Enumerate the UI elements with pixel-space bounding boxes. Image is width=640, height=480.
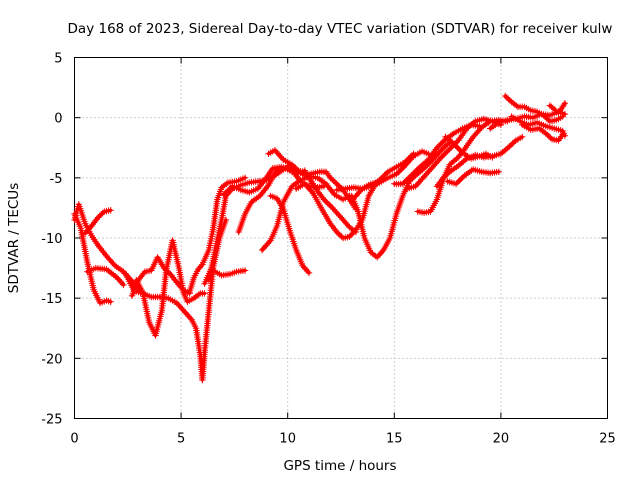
series-markers	[186, 174, 249, 296]
data-series	[84, 264, 127, 289]
data-series	[82, 207, 114, 237]
series-markers	[502, 92, 566, 125]
data-series	[350, 148, 432, 202]
series-markers	[442, 133, 496, 162]
x-tick-label: 15	[386, 432, 403, 447]
data-series	[444, 166, 502, 188]
y-tick-label: -25	[41, 413, 62, 428]
y-axis-label: SDTVAR / TECUs	[6, 183, 22, 293]
data-series	[348, 138, 456, 261]
series-markers	[284, 162, 360, 213]
x-tick-label: 0	[70, 432, 78, 447]
data-series	[546, 100, 569, 117]
y-tick-label: 0	[54, 112, 62, 127]
data-series	[122, 216, 230, 384]
y-tick-label: -10	[41, 232, 62, 247]
data-series	[442, 133, 496, 162]
series-markers	[348, 138, 456, 261]
series-markers	[122, 216, 230, 384]
y-tick-label: -5	[50, 172, 63, 187]
series-markers	[235, 165, 328, 236]
series-markers	[267, 192, 313, 277]
data-series	[267, 192, 313, 277]
data-series	[71, 210, 114, 307]
x-axis-label: GPS time / hours	[283, 458, 396, 474]
data-series	[133, 237, 208, 339]
series-markers	[84, 264, 127, 289]
y-tick-label: -15	[41, 292, 62, 307]
series-markers	[82, 207, 114, 237]
x-tick-label: 20	[493, 432, 510, 447]
x-tick-label: 10	[279, 432, 296, 447]
series-markers	[444, 166, 502, 188]
y-tick-label: -20	[41, 352, 62, 367]
axis-ticks: 0 5 10 15 20 25 5 0 -5 -10 -15 -20 -25	[41, 52, 616, 447]
series-markers	[350, 148, 432, 202]
x-tick-label: 5	[177, 432, 185, 447]
chart-title: Day 168 of 2023, Sidereal Day-to-day VTE…	[68, 21, 613, 37]
data-series	[284, 162, 360, 213]
data-series-group	[71, 92, 569, 384]
data-series	[502, 92, 566, 125]
series-markers	[546, 100, 569, 117]
x-tick-label: 25	[599, 432, 616, 447]
series-markers	[519, 121, 566, 144]
series-markers	[133, 237, 208, 339]
data-series	[186, 174, 249, 296]
data-series	[519, 121, 566, 144]
y-tick-label: 5	[54, 52, 62, 67]
